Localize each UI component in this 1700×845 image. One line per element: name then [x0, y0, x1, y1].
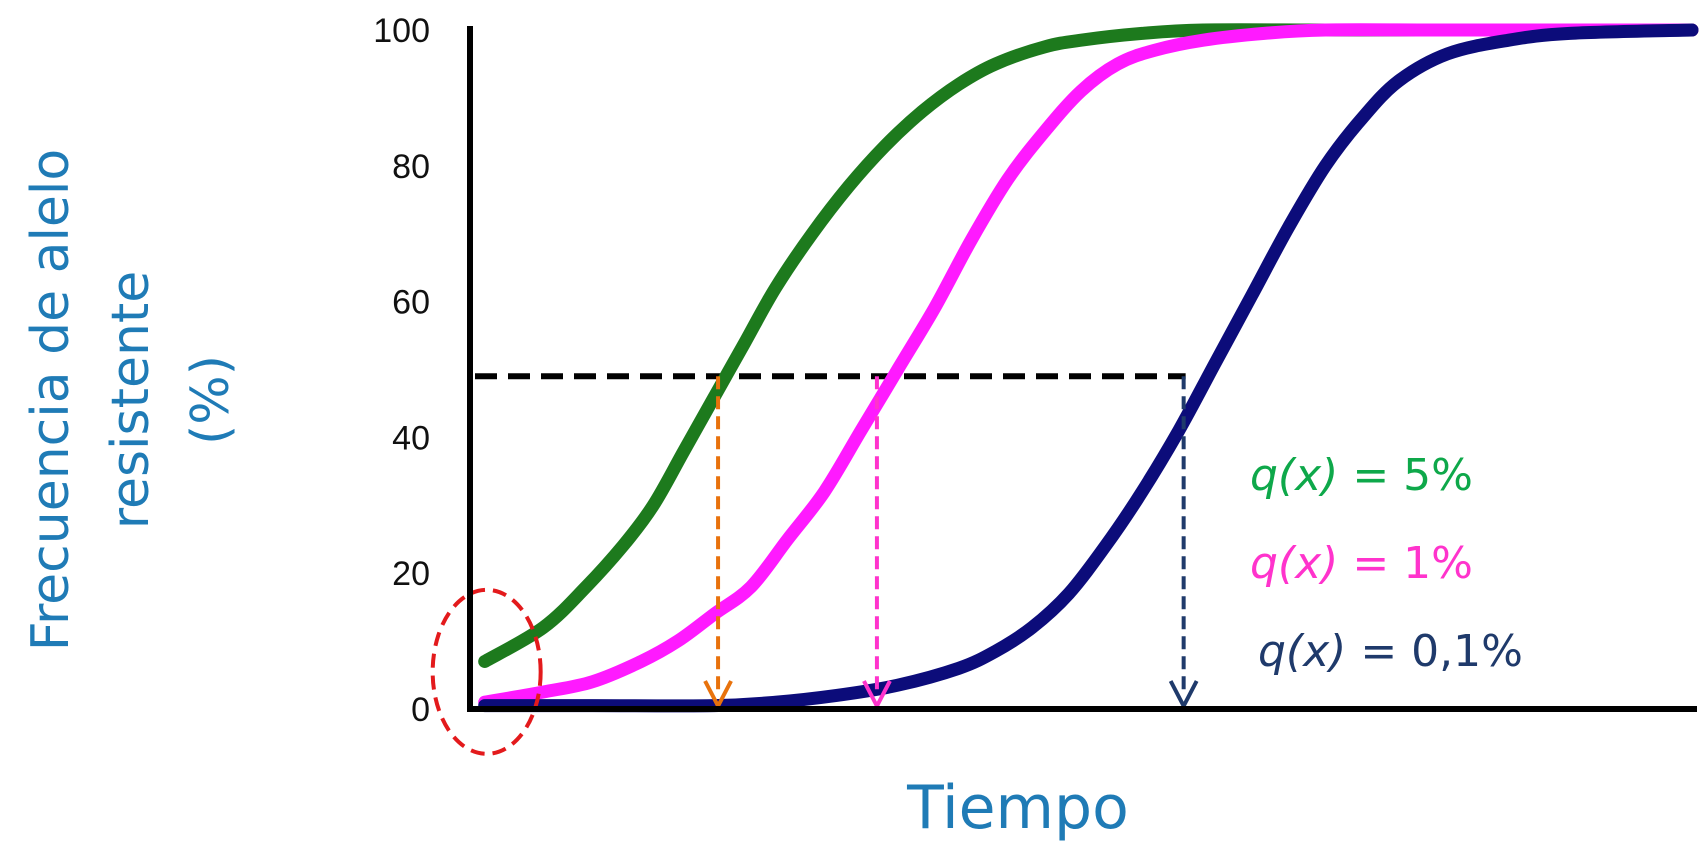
y-axis-title-line-1: Frecuencia de alelo	[21, 149, 81, 651]
y-tick-label-60: 60	[392, 284, 430, 322]
legend-entry-1pct: q(x) = 1%	[1250, 538, 1473, 589]
legend-entry-1pct-prefix: q(x)	[1250, 538, 1338, 589]
series-line-0-1pct	[478, 23, 1699, 713]
series-line-1pct	[478, 23, 1699, 709]
legend-entry-0-1pct-value: = 0,1%	[1360, 626, 1523, 677]
legend-entry-5pct-value: = 5%	[1352, 450, 1473, 501]
x-axis-title: Tiempo	[906, 773, 1129, 843]
legend-entry-1pct-value: = 1%	[1352, 538, 1473, 589]
origin-highlight-ellipse	[430, 587, 543, 756]
annotation-layer	[430, 587, 543, 756]
y-axis-title-line-2: resistente	[101, 271, 161, 530]
y-tick-label-0: 0	[411, 691, 430, 729]
y-axis-title: Frecuencia de alelo resistente (%)	[21, 149, 241, 651]
legend: q(x) = 5% q(x) = 1% q(x) = 0,1%	[1250, 450, 1523, 677]
y-tick-labels: 0 20 40 60 80 100	[373, 12, 430, 729]
legend-entry-5pct: q(x) = 5%	[1250, 450, 1473, 501]
legend-entry-5pct-prefix: q(x)	[1250, 450, 1338, 501]
legend-entry-0-1pct-prefix: q(x)	[1258, 626, 1346, 677]
y-tick-label-20: 20	[392, 555, 430, 593]
y-tick-label-40: 40	[392, 419, 430, 457]
y-tick-label-100: 100	[373, 12, 430, 50]
series-layer	[478, 23, 1699, 713]
y-axis-title-line-3: (%)	[181, 355, 241, 445]
legend-entry-0-1pct: q(x) = 0,1%	[1258, 626, 1523, 677]
y-tick-label-80: 80	[392, 148, 430, 186]
drop-arrow-5pct	[703, 376, 733, 711]
